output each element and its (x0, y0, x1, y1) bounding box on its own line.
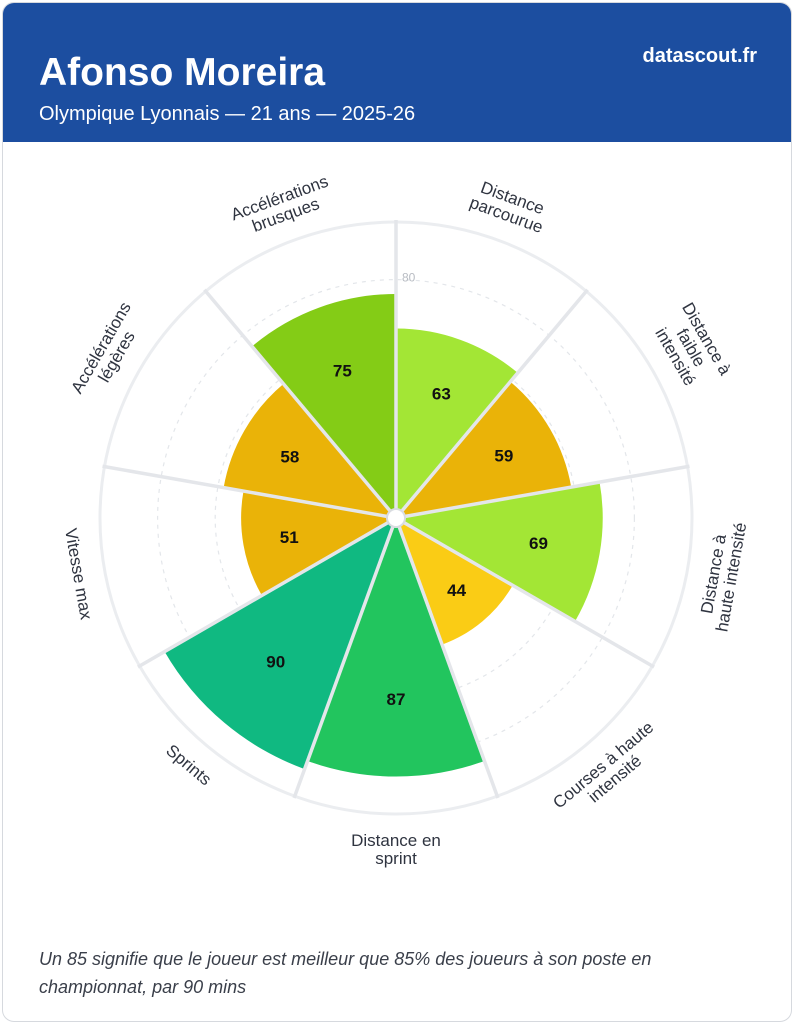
bar-7 (241, 491, 390, 596)
spoke-line (137, 520, 390, 669)
category-label-line: Vitesse max (61, 527, 96, 622)
category-label-line: Distance en (351, 831, 441, 850)
bar-3 (402, 482, 603, 622)
spoke-line (292, 524, 395, 799)
player-subtitle: Olympique Lyonnais — 21 ans — 2025-26 (39, 103, 416, 125)
value-label: 63 (432, 384, 451, 403)
value-label: 59 (494, 447, 513, 466)
bar-1 (396, 328, 518, 512)
value-label: 75 (333, 362, 352, 381)
value-label: 69 (529, 534, 548, 553)
bar-5 (307, 525, 485, 777)
center-hole (386, 508, 406, 528)
grid-ring (157, 279, 635, 757)
spoke-line (402, 520, 655, 669)
player-name: Afonso Moreira (39, 51, 326, 94)
value-label: 87 (387, 690, 406, 709)
spoke-line (203, 288, 393, 513)
footnote: Un 85 signifie que le joueur est meilleu… (39, 949, 652, 997)
bar-9 (252, 294, 396, 512)
bar-8 (223, 383, 391, 517)
bar-2 (401, 381, 572, 517)
category-label-line: sprint (375, 849, 417, 868)
spoke-line (397, 524, 500, 799)
bar-6 (164, 522, 394, 770)
category-label: Vitesse max (61, 527, 96, 622)
bar-4 (398, 522, 513, 645)
spoke-line (403, 464, 690, 519)
value-label: 90 (266, 652, 285, 671)
spoke-line (399, 288, 589, 513)
ring-label: 80 (402, 271, 416, 285)
category-label-line: Sprints (162, 741, 215, 790)
spoke-line (102, 464, 389, 519)
value-label: 58 (280, 448, 299, 467)
category-label: Sprints (162, 741, 215, 790)
value-label: 44 (447, 581, 466, 600)
value-label: 51 (280, 528, 299, 547)
brand-link[interactable]: datascout.fr (642, 45, 757, 67)
header-banner: Afonso Moreira Olympique Lyonnais — 21 a… (3, 3, 791, 142)
